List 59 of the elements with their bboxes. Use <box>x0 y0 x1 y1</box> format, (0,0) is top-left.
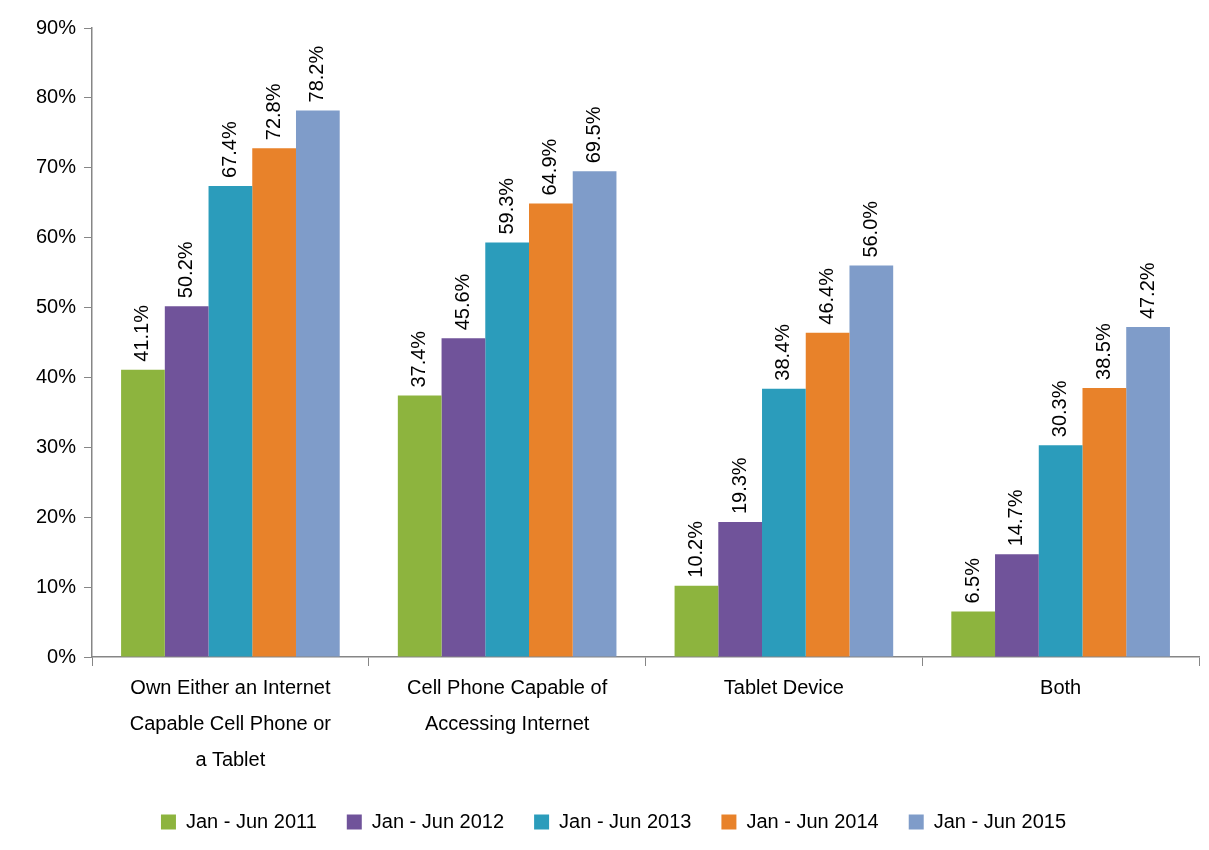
legend-label: Jan - Jun 2014 <box>746 809 879 832</box>
data-label: 47.2% <box>1135 262 1158 320</box>
bar <box>674 585 719 657</box>
y-tick-label: 50% <box>36 295 77 318</box>
y-tick-label: 80% <box>36 85 77 108</box>
bar <box>849 265 894 657</box>
y-tick-label: 20% <box>36 504 77 527</box>
bar <box>572 171 617 657</box>
y-tick-label: 70% <box>36 155 77 178</box>
bar <box>805 332 850 657</box>
bar <box>295 110 340 657</box>
x-tick-label: Cell Phone Capable of Accessing Internet <box>407 675 608 734</box>
bar <box>397 395 442 657</box>
data-label: 37.4% <box>407 330 430 388</box>
data-label: 56.0% <box>858 200 881 258</box>
bar <box>529 203 573 657</box>
bar <box>208 185 253 657</box>
bar <box>1126 327 1170 657</box>
y-tick-label: 10% <box>36 574 77 597</box>
data-label: 72.8% <box>261 83 284 141</box>
y-tick-label: 40% <box>36 364 77 387</box>
data-label: 19.3% <box>727 457 750 515</box>
legend-label: Jan - Jun 2015 <box>933 809 1067 832</box>
x-tick-label: Tablet Device <box>723 675 844 698</box>
data-label: 78.2% <box>305 45 328 103</box>
data-label: 41.1% <box>130 304 153 362</box>
x-tick-label: Own Either an Internet Capable Cell Phone or a Tablet <box>129 675 332 770</box>
bar <box>995 554 1039 657</box>
data-label: 67.4% <box>217 121 240 178</box>
data-label: 46.4% <box>815 267 838 325</box>
data-label: 69.5% <box>582 106 605 164</box>
data-label: 45.6% <box>450 273 473 331</box>
data-label: 50.2% <box>174 241 197 299</box>
bar <box>1082 387 1127 657</box>
bar <box>441 338 486 657</box>
y-tick-label: 90% <box>36 15 77 38</box>
y-tick-label: 60% <box>36 225 77 248</box>
data-label: 38.5% <box>1091 323 1114 380</box>
bar <box>718 522 763 657</box>
bar <box>1038 445 1083 657</box>
data-label: 10.2% <box>683 520 706 578</box>
data-label: 38.4% <box>771 323 794 381</box>
bar <box>951 611 996 657</box>
bar <box>252 148 296 657</box>
x-tick-label: Both <box>1040 675 1082 698</box>
bar <box>485 242 530 657</box>
bar <box>121 369 165 657</box>
data-label: 14.7% <box>1004 489 1027 547</box>
y-tick-label: 0% <box>47 644 77 667</box>
data-label: 59.3% <box>494 177 517 235</box>
bar <box>762 388 806 657</box>
legend-label: Jan - Jun 2011 <box>185 809 317 832</box>
y-tick-label: 30% <box>36 434 77 457</box>
data-label: 30.3% <box>1048 380 1071 438</box>
legend-label: Jan - Jun 2012 <box>371 809 505 832</box>
data-label: 6.5% <box>960 557 983 604</box>
bar <box>164 306 209 657</box>
data-label: 64.9% <box>538 138 561 196</box>
legend-label: Jan - Jun 2013 <box>559 809 692 832</box>
